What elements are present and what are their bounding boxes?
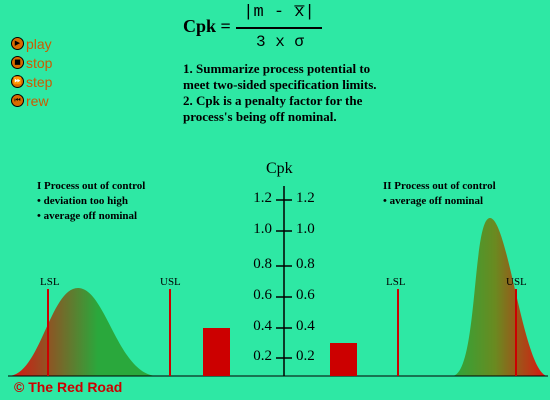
tick-left-0.2: 0.2: [253, 348, 272, 364]
copyright: © The Red Road: [14, 379, 123, 395]
case2-title: II Process out of control: [383, 180, 496, 192]
tick-right-0.6: 0.6: [296, 287, 315, 303]
stop-button[interactable]: ■ stop: [11, 53, 52, 72]
tick-left-0.4: 0.4: [253, 318, 272, 334]
tick-right-0.2: 0.2: [296, 348, 315, 364]
fraction-bar: [236, 27, 322, 29]
case1-bullet-1: • deviation too high: [37, 195, 128, 207]
cpk-bar-case1: [203, 328, 230, 376]
play-button[interactable]: ▶ play: [11, 34, 52, 53]
tick-left-0.8: 0.8: [253, 256, 272, 272]
notes: 1. Summarize process potential to meet t…: [183, 61, 393, 125]
bell-curve-case1: [8, 288, 158, 376]
lsl-label-case2: LSL: [386, 276, 406, 288]
note-2: 2. Cpk is a penalty factor for the proce…: [183, 93, 363, 124]
rewind-label: rew: [26, 92, 49, 109]
step-icon: ⏩: [11, 75, 24, 88]
formula-numerator: |m - x̅̅|: [243, 3, 315, 22]
step-label: step: [26, 73, 53, 90]
tick-left-0.6: 0.6: [253, 287, 272, 303]
play-label: play: [26, 35, 52, 52]
cpk-axis-title: Cpk: [266, 160, 293, 177]
usl-label-case1: USL: [160, 276, 181, 288]
case2-description: II Process out of control • average off …: [383, 179, 496, 209]
rewind-icon: ⏮: [11, 94, 24, 107]
tick-left-1.0: 1.0: [253, 221, 272, 237]
case2-bullet-1: • average off nominal: [383, 195, 484, 207]
stop-label: stop: [26, 54, 53, 71]
stop-icon: ■: [11, 56, 24, 69]
case1-description: I Process out of control • deviation too…: [37, 179, 145, 224]
tick-right-0.4: 0.4: [296, 318, 315, 334]
usl-label-case2: USL: [506, 276, 527, 288]
step-button[interactable]: ⏩ step: [11, 72, 52, 91]
formula-lhs: Cpk =: [183, 16, 231, 36]
case1-bullet-2: • average off nominal: [37, 210, 138, 222]
formula-denominator: 3 x σ: [255, 33, 304, 51]
playback-controls: ▶ play ■ stop ⏩ step ⏮ rew: [11, 34, 52, 110]
tick-left-1.2: 1.2: [253, 190, 272, 206]
case1-title: I Process out of control: [37, 180, 146, 192]
note-1: 1. Summarize process potential to meet t…: [183, 61, 377, 92]
lsl-label-case1: LSL: [40, 276, 60, 288]
tick-right-0.8: 0.8: [296, 256, 315, 272]
play-icon: ▶: [11, 37, 24, 50]
rewind-button[interactable]: ⏮ rew: [11, 91, 52, 110]
cpk-axis-ticks: [276, 199, 292, 359]
tick-right-1.2: 1.2: [296, 190, 315, 206]
bell-curve-case2: [452, 218, 548, 376]
tick-right-1.0: 1.0: [296, 221, 315, 237]
cpk-bar-case2: [330, 343, 357, 376]
